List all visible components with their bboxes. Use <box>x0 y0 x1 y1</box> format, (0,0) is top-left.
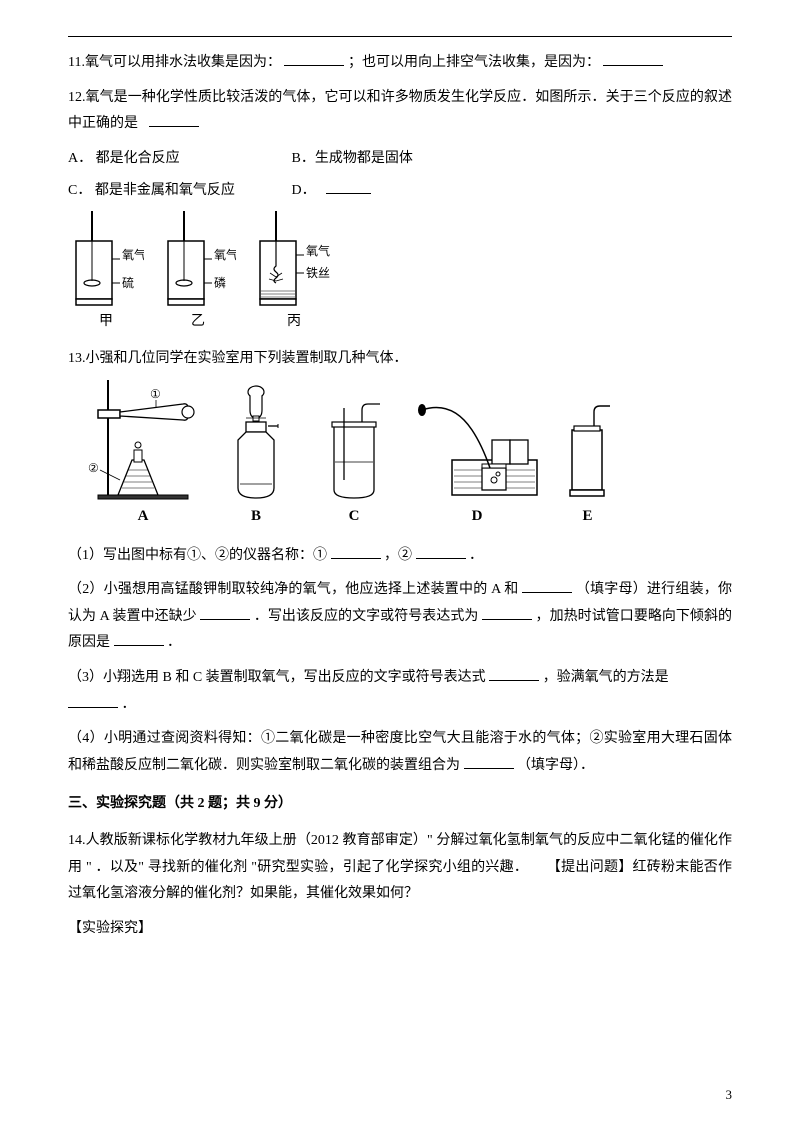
bottle-jia-item: 硫 <box>122 275 134 290</box>
apparatus-a-label: A <box>138 502 149 531</box>
q12-options-row1: A． 都是化合反应 B．生成物都是固体 <box>68 146 732 173</box>
apparatus-c: C <box>314 380 394 531</box>
bottle-yi-svg: 氧气 磷 <box>160 211 236 307</box>
q13-sub2-c: ．写出该反应的文字或符号表达式为 <box>254 609 479 624</box>
section-3-title: 三、实验探究题（共 2 题；共 9 分） <box>68 791 732 818</box>
bottle-jia: 氧气 硫 甲 <box>68 211 144 336</box>
apparatus-a-marker1: ① <box>150 387 161 401</box>
q13-apparatus-diagram: ① ② A B <box>88 380 732 531</box>
q13-sub2-blank2 <box>200 604 250 619</box>
question-13-intro: 13.小强和几位同学在实验室用下列装置制取几种气体． <box>68 346 732 373</box>
apparatus-e-svg <box>560 380 615 500</box>
q12-diagram: 氧气 硫 甲 氧气 磷 乙 <box>68 211 732 336</box>
apparatus-d: D <box>412 380 542 531</box>
q12-option-a: A． 都是化合反应 <box>68 146 288 173</box>
q13-sub2-e: ． <box>167 635 181 650</box>
bottle-jia-gas: 氧气 <box>122 247 144 262</box>
apparatus-a: ① ② A <box>88 380 198 531</box>
apparatus-e-label: E <box>582 502 592 531</box>
q13-sub3: （3）小翔选用 B 和 C 装置制取氧气，写出反应的文字或符号表达式 ，验满氧气… <box>68 665 732 718</box>
bottle-yi-item: 磷 <box>214 275 226 290</box>
q13-sub1-c: ． <box>469 548 483 563</box>
q13-sub2-blank4 <box>114 631 164 646</box>
question-12-intro: 12.氧气是一种化学性质比较活泼的气体，它可以和许多物质发生化学反应．如图所示．… <box>68 85 732 138</box>
q11-text-b: ；也可以用向上排空气法收集，是因为： <box>348 55 600 70</box>
q13-sub2: （2）小强想用高锰酸钾制取较纯净的氧气，他应选择上述装置中的 A 和 （填字母）… <box>68 577 732 657</box>
q13-sub1-b: ，② <box>384 548 412 563</box>
q12-option-c: C． 都是非金属和氧气反应 <box>68 178 288 205</box>
question-14-p1: 14.人教版新课标化学教材九年级上册（2012 教育部审定）" 分解过氧化氢制氧… <box>68 828 732 908</box>
q13-sub3-c: ． <box>122 697 136 712</box>
apparatus-d-label: D <box>472 502 483 531</box>
q13-sub1-blank2 <box>416 543 466 558</box>
q13-sub2-blank1 <box>522 578 572 593</box>
q13-sub1-a: （1）写出图中标有①、②的仪器名称：① <box>68 548 327 563</box>
q12-option-b: B．生成物都是固体 <box>292 146 512 173</box>
q13-sub4-blank <box>464 753 514 768</box>
q13-sub3-b: ，验满氧气的方法是 <box>543 670 669 685</box>
q12-blank <box>149 112 199 127</box>
q13-sub4-b: （填字母）． <box>517 758 594 773</box>
bottle-jia-label: 甲 <box>99 309 113 336</box>
apparatus-e: E <box>560 380 615 531</box>
q11-blank-2 <box>603 51 663 66</box>
q13-sub4: （4）小明通过查阅资料得知：①二氧化碳是一种密度比空气大且能溶于水的气体；②实验… <box>68 726 732 779</box>
bottle-yi-label: 乙 <box>191 309 205 336</box>
q13-sub1-blank1 <box>331 543 381 558</box>
bottle-yi: 氧气 磷 乙 <box>160 211 236 336</box>
header-rule <box>68 36 732 37</box>
bottle-bing-label: 丙 <box>287 309 301 336</box>
page-number: 3 <box>726 1083 733 1108</box>
apparatus-a-svg: ① ② <box>88 380 198 500</box>
bottle-yi-gas: 氧气 <box>214 247 236 262</box>
bottle-bing-gas: 氧气 <box>306 243 330 258</box>
q13-intro: 13.小强和几位同学在实验室用下列装置制取几种气体． <box>68 351 408 366</box>
q11-text-a: 11.氧气可以用排水法收集是因为： <box>68 55 281 70</box>
q13-sub3-blank2 <box>68 692 118 707</box>
q12-option-d: D． <box>292 178 316 205</box>
apparatus-c-label: C <box>349 502 360 531</box>
question-11: 11.氧气可以用排水法收集是因为： ；也可以用向上排空气法收集，是因为： <box>68 50 732 77</box>
q11-blank-1 <box>284 51 344 66</box>
q12-option-d-blank <box>326 179 371 194</box>
question-14-p2: 【实验探究】 <box>68 916 732 943</box>
q13-sub3-a: （3）小翔选用 B 和 C 装置制取氧气，写出反应的文字或符号表达式 <box>68 670 486 685</box>
apparatus-d-svg <box>412 380 542 500</box>
apparatus-b-svg <box>216 380 296 500</box>
q12-options-row2: C． 都是非金属和氧气反应 D． <box>68 178 732 205</box>
q13-sub2-blank3 <box>482 604 532 619</box>
bottle-bing-item: 铁丝 <box>306 266 330 280</box>
bottle-bing: 氧气 铁丝 丙 <box>252 211 336 336</box>
q13-sub4-a: （4）小明通过查阅资料得知：①二氧化碳是一种密度比空气大且能溶于水的气体；②实验… <box>68 731 732 773</box>
apparatus-a-marker2: ② <box>88 461 99 475</box>
q13-sub3-blank1 <box>489 666 539 681</box>
apparatus-b: B <box>216 380 296 531</box>
apparatus-b-label: B <box>251 502 261 531</box>
bottle-jia-svg: 氧气 硫 <box>68 211 144 307</box>
q13-sub2-a: （2）小强想用高锰酸钾制取较纯净的氧气，他应选择上述装置中的 A 和 <box>68 582 518 597</box>
q13-sub1: （1）写出图中标有①、②的仪器名称：① ，② ． <box>68 543 732 570</box>
apparatus-c-svg <box>314 380 394 500</box>
bottle-bing-svg: 氧气 铁丝 <box>252 211 336 307</box>
